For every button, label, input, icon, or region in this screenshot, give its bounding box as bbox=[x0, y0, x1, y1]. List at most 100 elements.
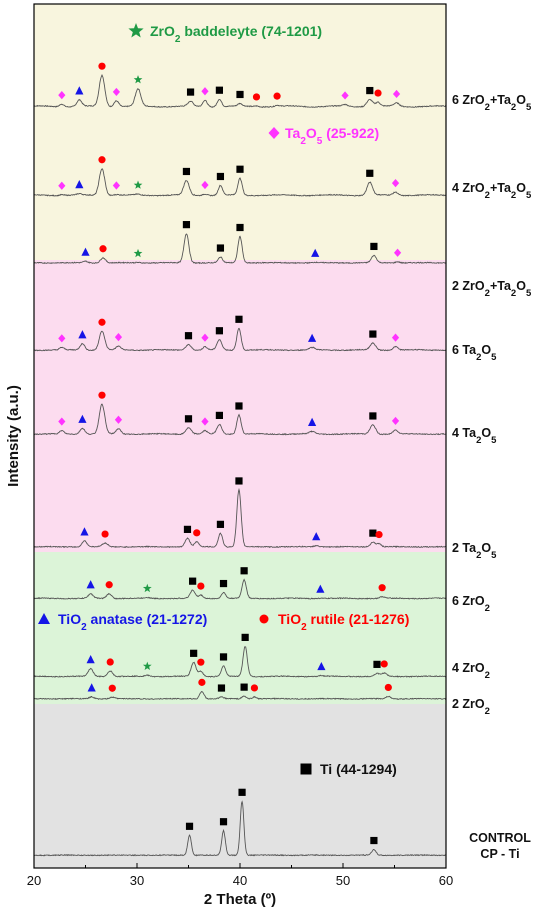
legend-label: TiO2 rutile (21-1276) bbox=[278, 611, 409, 633]
marker-6-5-circle bbox=[197, 582, 205, 590]
marker-0-4-diamond bbox=[58, 91, 66, 100]
marker-3-9-square bbox=[369, 330, 377, 338]
marker-7-3-circle bbox=[106, 658, 114, 666]
legend-item-3: TiO2 rutile (21-1276) bbox=[259, 611, 409, 633]
marker-0-11-diamond bbox=[341, 91, 349, 100]
band-3 bbox=[34, 704, 446, 868]
marker-6-2-triangle bbox=[86, 580, 95, 589]
marker-1-4-star bbox=[133, 180, 143, 189]
marker-6-3-circle bbox=[105, 581, 113, 589]
legend: ZrO2 baddeleyte (74-1201) Ta2O5 (25-922) T… bbox=[38, 23, 409, 777]
legend-item-4: Ti (44-1294) bbox=[300, 761, 397, 777]
pattern-line-3 bbox=[33, 327, 447, 352]
series-label-4: 4 Ta2O5 bbox=[452, 426, 497, 446]
marker-1-3-diamond bbox=[112, 181, 120, 190]
legend-label: Ta2O5 (25-922) bbox=[285, 125, 379, 147]
marker-3-1-triangle bbox=[78, 330, 87, 339]
marker-1-8-square bbox=[236, 165, 244, 173]
marker-0-7-square bbox=[215, 86, 223, 94]
marker-4-4-square bbox=[184, 415, 193, 423]
marker-3-4-square bbox=[184, 332, 193, 340]
marker-6-8-circle bbox=[378, 584, 386, 592]
marker-2-1-square bbox=[236, 223, 244, 232]
marker-5-6-triangle bbox=[312, 532, 321, 541]
series-label-3: 6 Ta2O5 bbox=[452, 343, 497, 363]
pattern-line-2 bbox=[33, 233, 447, 265]
x-tick-label: 50 bbox=[336, 873, 350, 888]
marker-1-6-diamond bbox=[201, 180, 209, 190]
legend-item-1: Ta2O5 (25-922) bbox=[268, 125, 379, 147]
marker-3-2-diamond bbox=[58, 334, 66, 343]
legend-item-2: TiO2 anatase (21-1272) bbox=[38, 611, 207, 633]
pattern-line-8 bbox=[33, 691, 447, 701]
legend-star-icon bbox=[128, 23, 144, 38]
x-tick-label: 30 bbox=[130, 873, 144, 888]
marker-4-6-square bbox=[215, 411, 223, 419]
marker-7-4-star bbox=[142, 661, 152, 670]
series-label-0: 6 ZrO2+Ta2O5 bbox=[452, 93, 532, 113]
marker-7-1-square bbox=[190, 649, 198, 657]
marker-6-4-star bbox=[142, 583, 152, 593]
marker-3-7-square bbox=[235, 315, 243, 323]
series-label-7: 4 ZrO2 bbox=[452, 661, 490, 681]
marker-8-0-circle bbox=[198, 678, 206, 686]
marker-6-7-triangle bbox=[316, 584, 325, 593]
marker-8-5-circle bbox=[250, 684, 259, 692]
x-tick-label: 40 bbox=[233, 873, 247, 888]
diffraction-patterns bbox=[33, 74, 447, 857]
marker-6-0-square bbox=[240, 567, 248, 575]
marker-9-2-square bbox=[219, 818, 228, 826]
marker-0-12-square bbox=[366, 86, 374, 95]
marker-4-10-diamond bbox=[391, 416, 400, 426]
marker-1-9-square bbox=[366, 169, 374, 177]
marker-4-9-square bbox=[369, 412, 377, 420]
marker-4-2-diamond bbox=[58, 417, 66, 426]
marker-0-9-circle bbox=[252, 93, 261, 101]
pattern-line-5 bbox=[34, 487, 447, 549]
marker-0-6-diamond bbox=[201, 87, 209, 96]
marker-6-1-square bbox=[189, 577, 197, 585]
marker-5-5-square bbox=[216, 520, 225, 528]
marker-5-7-square bbox=[369, 529, 377, 537]
marker-0-2-diamond bbox=[112, 87, 120, 97]
marker-1-5-square bbox=[182, 167, 191, 176]
marker-4-7-square bbox=[235, 402, 243, 410]
marker-5-3-square bbox=[183, 525, 192, 533]
marker-7-9-circle bbox=[380, 660, 388, 668]
marker-6-6-square bbox=[219, 579, 228, 588]
marker-2-5-square bbox=[216, 244, 225, 252]
marker-0-1-star bbox=[133, 75, 143, 84]
legend-label: TiO2 anatase (21-1272) bbox=[58, 611, 207, 633]
y-axis-title: Intensity (a.u.) bbox=[5, 385, 22, 487]
series-label-5: 2 Ta2O5 bbox=[452, 541, 497, 561]
marker-0-13-circle bbox=[374, 89, 382, 97]
legend-triangle-icon bbox=[38, 613, 50, 624]
x-axis: 20 30 40 50 60 bbox=[27, 863, 453, 888]
marker-3-10-diamond bbox=[391, 333, 400, 342]
x-tick-label: 20 bbox=[27, 873, 41, 888]
series-label-9: CP - Ti bbox=[480, 847, 519, 861]
marker-8-4-square bbox=[240, 683, 248, 691]
marker-9-0-square bbox=[238, 788, 246, 796]
marker-4-5-diamond bbox=[201, 417, 209, 426]
x-tick-label: 60 bbox=[439, 873, 453, 888]
marker-1-0-circle bbox=[98, 156, 106, 164]
marker-2-2-circle bbox=[99, 245, 107, 253]
marker-8-3-square bbox=[217, 684, 226, 692]
marker-5-1-triangle bbox=[80, 527, 89, 536]
pattern-line-1 bbox=[33, 168, 447, 197]
marker-0-5-square bbox=[186, 88, 195, 96]
marker-4-3-diamond bbox=[114, 415, 123, 424]
marker-1-7-square bbox=[216, 172, 225, 181]
marker-2-6-triangle bbox=[311, 248, 320, 257]
pattern-line-0 bbox=[33, 74, 447, 108]
marker-5-8-circle bbox=[375, 530, 383, 539]
marker-0-14-diamond bbox=[392, 89, 401, 99]
x-axis-title: 2 Theta (º) bbox=[204, 891, 276, 908]
marker-0-3-triangle bbox=[75, 86, 84, 95]
marker-1-2-diamond bbox=[58, 181, 66, 190]
marker-4-8-triangle bbox=[308, 417, 317, 426]
legend-label: Ti (44-1294) bbox=[320, 761, 397, 777]
marker-4-1-triangle bbox=[78, 414, 87, 423]
